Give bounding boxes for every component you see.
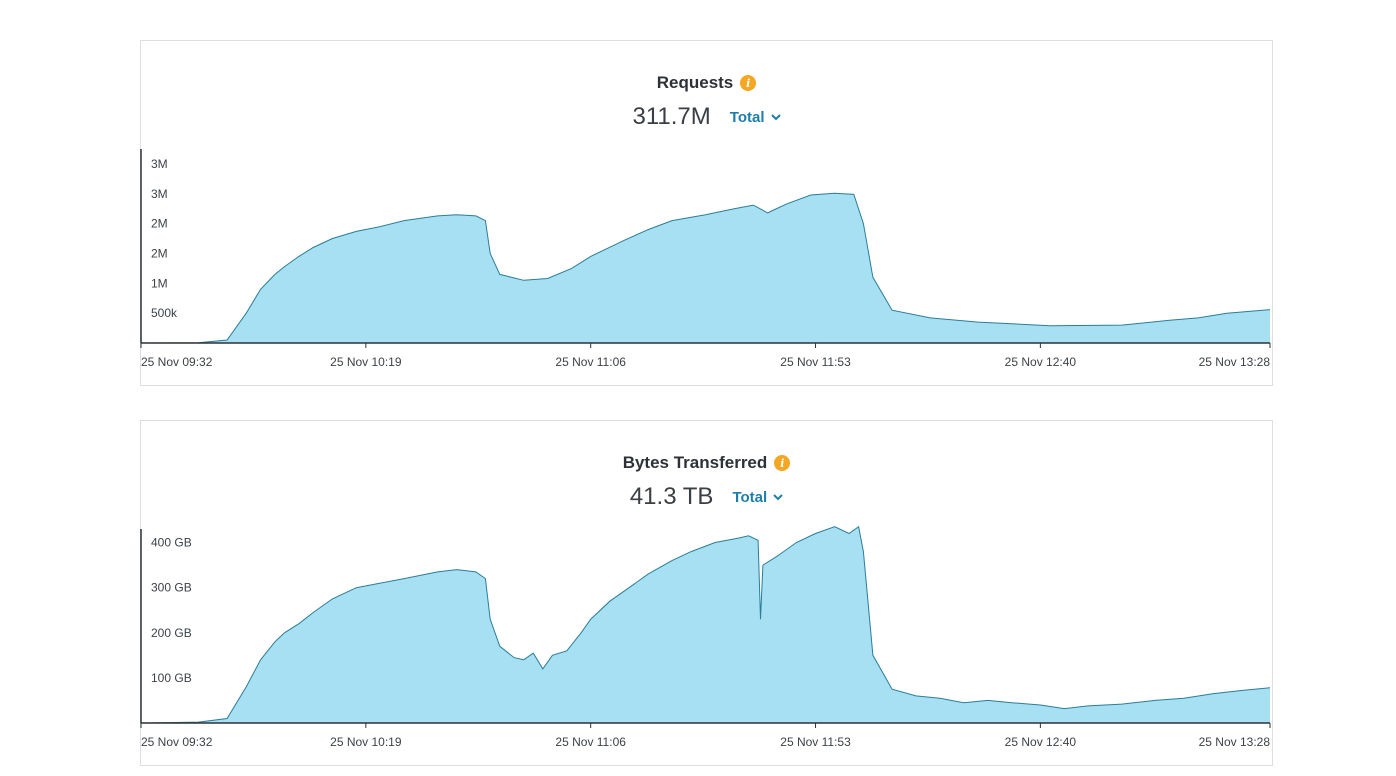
x-tick-label: 25 Nov 09:32 bbox=[141, 735, 213, 749]
bytes-aggregation-dropdown[interactable]: Total bbox=[732, 489, 783, 506]
x-tick-label: 25 Nov 10:19 bbox=[330, 735, 402, 749]
bytes-area-chart: 100 GB 200 GB 300 GB 400 GB 25 Nov 09:32 25 N… bbox=[140, 525, 1271, 749]
info-icon[interactable]: i bbox=[740, 75, 757, 91]
x-tick-label: 25 Nov 09:32 bbox=[141, 355, 213, 369]
y-tick-label: 100 GB bbox=[151, 671, 192, 685]
bytes-aggregation-label: Total bbox=[732, 488, 768, 506]
y-tick-label: 200 GB bbox=[151, 626, 192, 640]
area-series-fill bbox=[141, 193, 1270, 343]
y-tick-label: 1M bbox=[151, 276, 168, 290]
area-series-line bbox=[140, 192, 1271, 344]
area-series-fill bbox=[141, 526, 1270, 723]
requests-aggregation-dropdown[interactable]: Total bbox=[730, 109, 781, 126]
y-tick-label: 300 GB bbox=[151, 581, 192, 595]
y-tick-label: 400 GB bbox=[151, 536, 192, 550]
y-tick-label: 2M bbox=[151, 246, 168, 260]
chevron-down-icon bbox=[770, 114, 781, 121]
requests-value-row: 311.7M Total bbox=[141, 101, 1272, 133]
bytes-transferred-panel: Bytes Transferred i 41.3 TB Total 100 GB… bbox=[140, 420, 1273, 766]
y-tick-label: 2M bbox=[151, 217, 168, 231]
requests-title: Requests bbox=[656, 73, 734, 92]
x-tick-label: 25 Nov 11:53 bbox=[780, 355, 851, 369]
bytes-title: Bytes Transferred bbox=[622, 453, 768, 472]
x-tick-label: 25 Nov 13:28 bbox=[1199, 735, 1271, 749]
requests-title-row: Requests i bbox=[141, 71, 1272, 95]
y-tick-label: 3M bbox=[151, 157, 168, 171]
requests-area-chart: 500k 1M 2M 2M 3M 3M 25 Nov 09:32 25 Nov 10:19 25… bbox=[140, 149, 1271, 369]
x-tick-label: 25 Nov 12:40 bbox=[1005, 735, 1077, 749]
y-tick-label: 3M bbox=[151, 187, 168, 201]
y-tick-label: 500k bbox=[151, 306, 178, 320]
bytes-value-row: 41.3 TB Total bbox=[141, 481, 1272, 513]
x-tick-label: 25 Nov 11:06 bbox=[555, 355, 626, 369]
x-tick-label: 25 Nov 13:28 bbox=[1199, 355, 1271, 369]
bytes-title-row: Bytes Transferred i bbox=[141, 451, 1272, 475]
x-tick-label: 25 Nov 10:19 bbox=[330, 355, 402, 369]
info-icon[interactable]: i bbox=[774, 455, 791, 471]
bytes-total-value: 41.3 TB bbox=[629, 483, 714, 510]
x-tick-label: 25 Nov 12:40 bbox=[1005, 355, 1077, 369]
chevron-down-icon bbox=[773, 494, 783, 501]
x-tick-label: 25 Nov 11:53 bbox=[780, 735, 851, 749]
requests-aggregation-label: Total bbox=[729, 108, 765, 126]
x-tick-label: 25 Nov 11:06 bbox=[555, 735, 626, 749]
requests-panel: Requests i 311.7M Total 500k 1M 2M 2M 3M 3M 25… bbox=[140, 40, 1273, 386]
area-series-line bbox=[140, 525, 1271, 724]
requests-total-value: 311.7M bbox=[632, 103, 711, 130]
